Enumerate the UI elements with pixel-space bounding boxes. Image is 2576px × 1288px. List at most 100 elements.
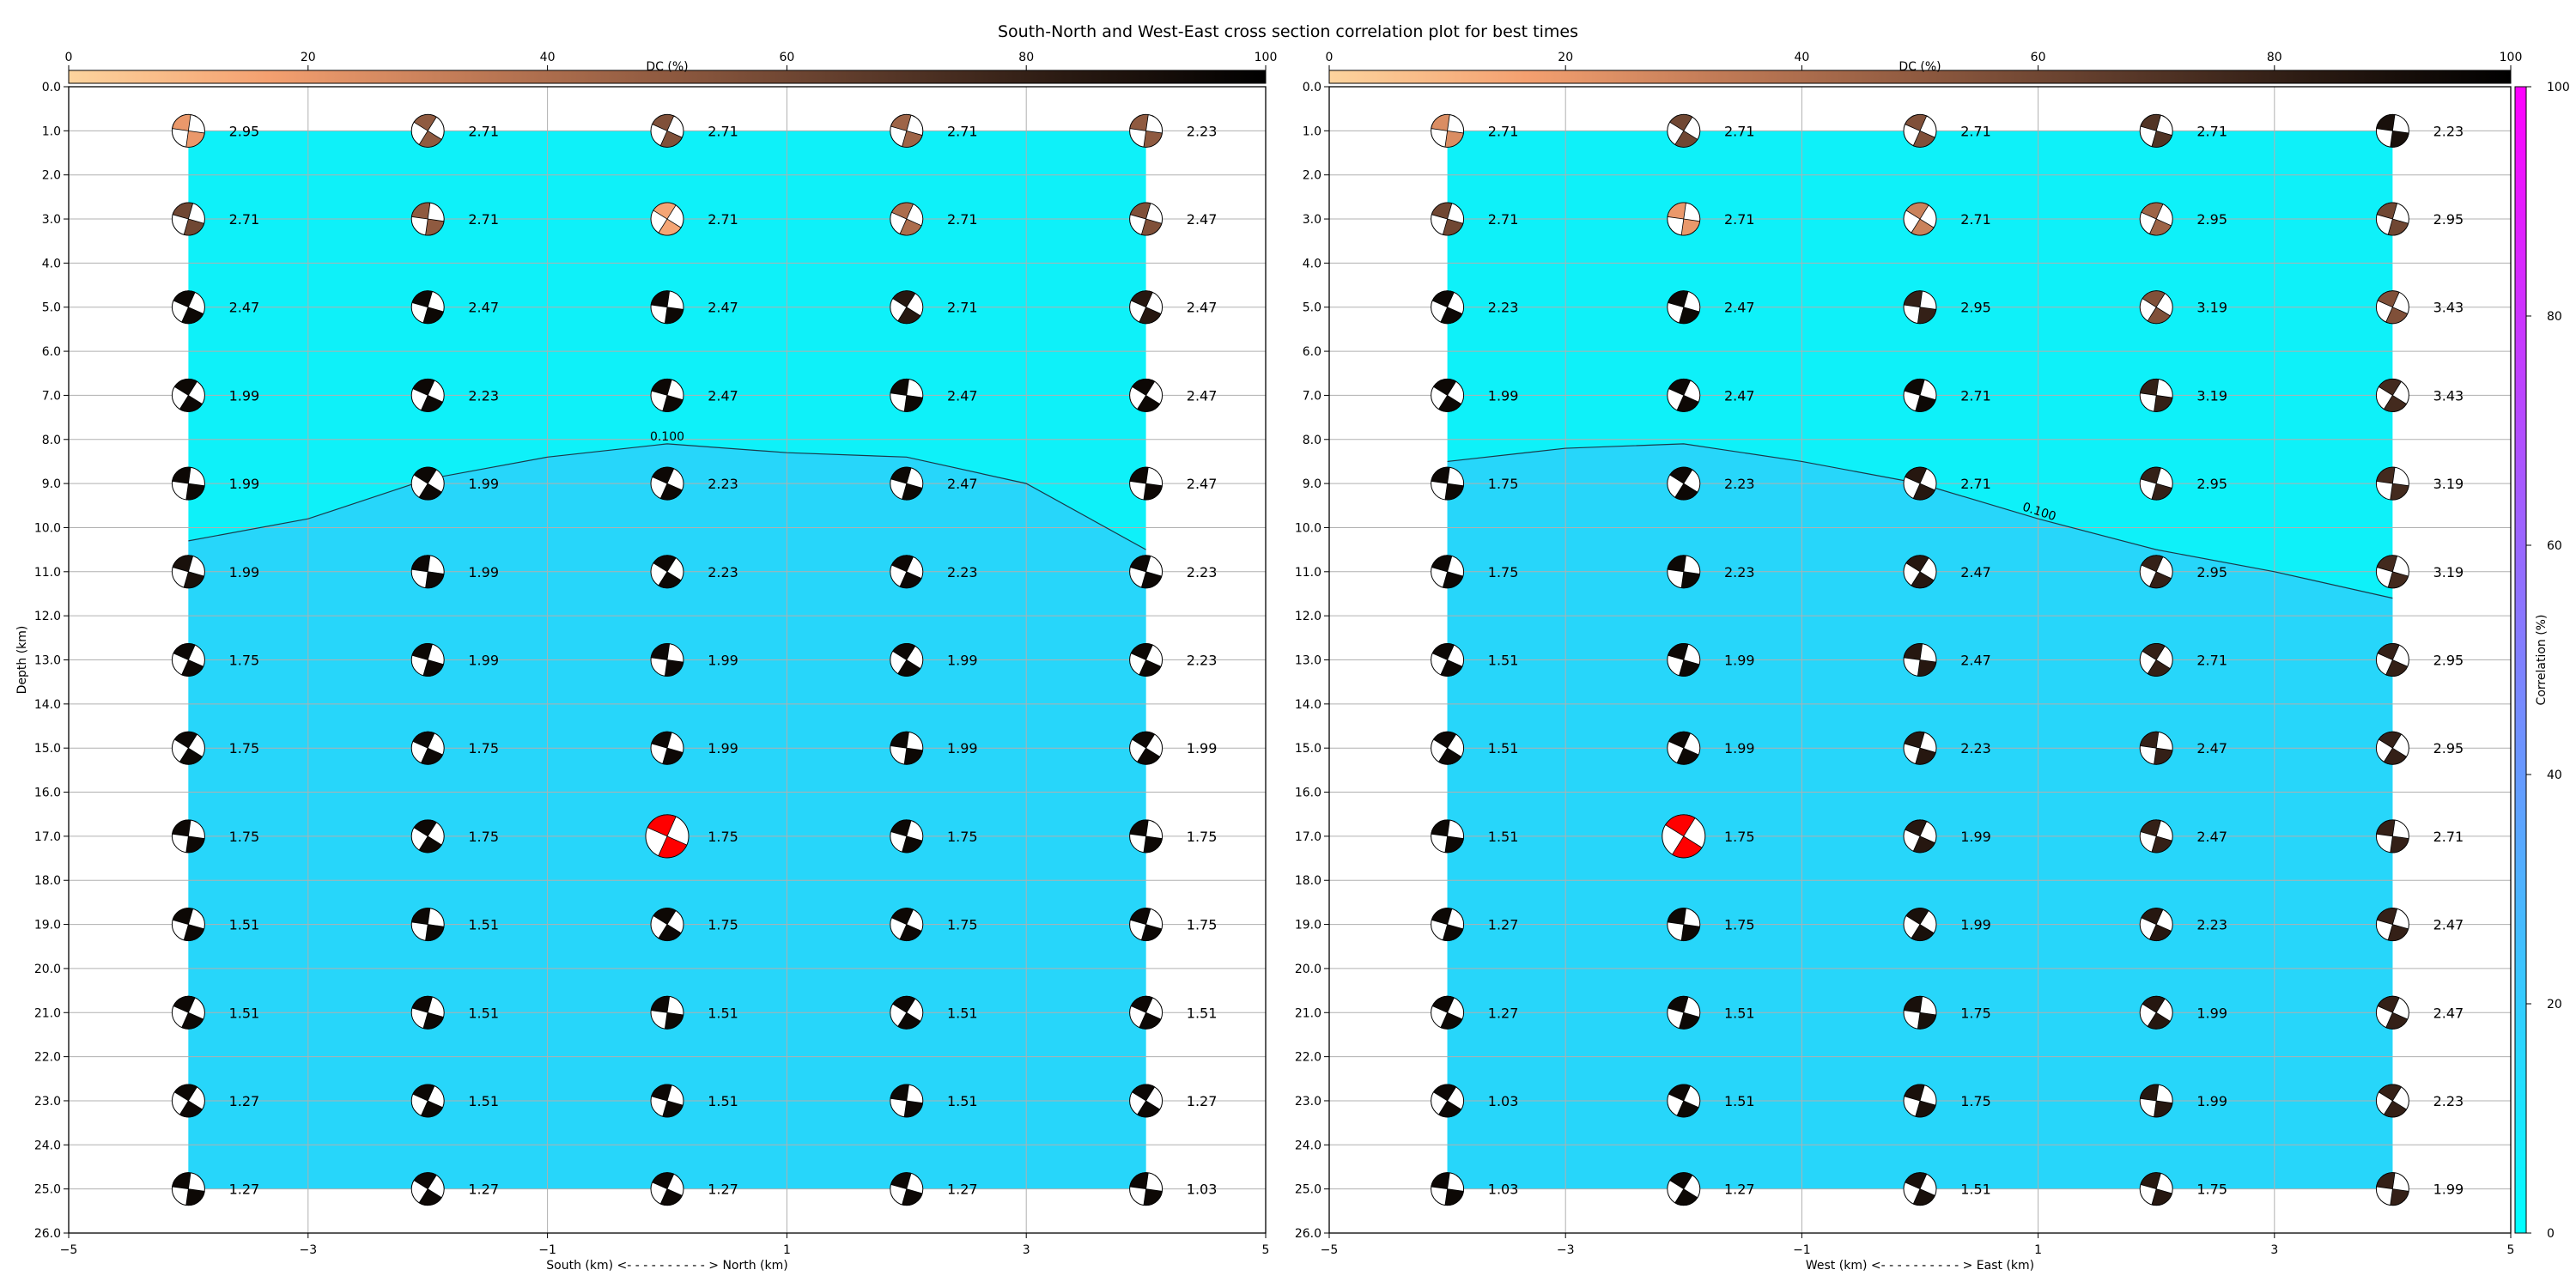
magnitude-value: 1.27 bbox=[229, 1182, 260, 1198]
dc-tick-label: 100 bbox=[2500, 51, 2523, 64]
beachball-quadrant bbox=[172, 113, 191, 131]
focal-mechanism-beachball bbox=[410, 731, 445, 765]
magnitude-value: 1.51 bbox=[229, 1005, 260, 1021]
magnitude-value: 2.23 bbox=[947, 564, 978, 580]
magnitude-value: 1.27 bbox=[1488, 1005, 1519, 1021]
beachball-quadrant bbox=[412, 1084, 435, 1102]
beachball-quadrant bbox=[181, 307, 204, 325]
magnitude-value: 1.75 bbox=[1724, 917, 1755, 933]
y-tick-label: 10.0 bbox=[1295, 521, 1321, 535]
y-tick-label: 12.0 bbox=[34, 610, 61, 623]
beachball-quadrant bbox=[1437, 747, 1462, 765]
beachball-quadrant bbox=[662, 394, 683, 412]
magnitude-value: 2.71 bbox=[2433, 829, 2464, 845]
beachball-quadrant bbox=[897, 1012, 921, 1030]
beachball-quadrant bbox=[1131, 731, 1156, 749]
beachball-quadrant bbox=[650, 995, 671, 1013]
y-tick-label: 22.0 bbox=[1295, 1051, 1321, 1065]
focal-mechanism-beachball bbox=[1667, 113, 1701, 148]
magnitude-value: 1.99 bbox=[1724, 740, 1755, 756]
focal-mechanism-beachball bbox=[1903, 731, 1937, 765]
focal-mechanism-beachball bbox=[1903, 819, 1937, 854]
magnitude-value: 2.71 bbox=[708, 123, 738, 139]
beachball-quadrant bbox=[899, 924, 922, 941]
focal-mechanism-beachball bbox=[171, 908, 205, 942]
beachball-quadrant bbox=[890, 819, 912, 837]
dc-colorbar-label: DC (%) bbox=[646, 60, 688, 74]
beachball-quadrant bbox=[1667, 555, 1686, 573]
magnitude-value: 3.43 bbox=[2433, 387, 2464, 404]
beachball-quadrant bbox=[651, 731, 672, 749]
beachball-quadrant bbox=[2376, 555, 2398, 573]
y-tick-label: 23.0 bbox=[34, 1095, 61, 1109]
y-tick-label: 21.0 bbox=[1295, 1006, 1321, 1020]
magnitude-value: 2.95 bbox=[2433, 211, 2464, 228]
focal-mechanism-beachball bbox=[1667, 466, 1701, 501]
focal-mechanism-beachball bbox=[171, 643, 205, 677]
magnitude-value: 1.75 bbox=[1488, 564, 1519, 580]
focal-mechanism-beachball bbox=[2375, 643, 2409, 677]
magnitude-value: 1.51 bbox=[1488, 829, 1519, 845]
focal-mechanism-beachball bbox=[1431, 113, 1465, 148]
focal-mechanism-beachball bbox=[650, 555, 684, 589]
y-tick-label: 23.0 bbox=[1295, 1095, 1321, 1109]
x-tick-label: −5 bbox=[1321, 1243, 1339, 1257]
y-tick-label: 1.0 bbox=[1303, 125, 1321, 138]
focal-mechanism-beachball bbox=[410, 202, 445, 236]
dc-tick-label: 40 bbox=[1794, 51, 1809, 64]
y-tick-label: 17.0 bbox=[34, 830, 61, 844]
magnitude-value: 1.51 bbox=[1724, 1005, 1755, 1021]
magnitude-value: 2.71 bbox=[947, 211, 978, 228]
beachball-quadrant bbox=[1917, 307, 1937, 325]
magnitude-value: 2.47 bbox=[468, 300, 499, 316]
magnitude-value: 1.75 bbox=[229, 740, 260, 756]
focal-mechanism-beachball bbox=[1903, 290, 1937, 325]
beachball-quadrant bbox=[890, 113, 912, 131]
beachball-quadrant bbox=[1139, 659, 1162, 677]
beachball-quadrant bbox=[420, 1100, 444, 1118]
focal-mechanism-beachball bbox=[2375, 731, 2409, 765]
beachball-quadrant bbox=[1432, 379, 1457, 396]
beachball-quadrant bbox=[1917, 1012, 1937, 1030]
beachball-quadrant bbox=[1915, 1100, 1936, 1118]
beachball-quadrant bbox=[173, 290, 196, 308]
focal-mechanism-beachball bbox=[410, 908, 445, 942]
y-tick-label: 1.0 bbox=[42, 125, 61, 138]
y-tick-label: 22.0 bbox=[34, 1051, 61, 1065]
magnitude-value: 2.71 bbox=[229, 211, 260, 228]
magnitude-value: 2.71 bbox=[947, 300, 978, 316]
y-tick-label: 15.0 bbox=[1295, 742, 1321, 756]
beachball-quadrant bbox=[2378, 379, 2403, 396]
focal-mechanism-beachball bbox=[2139, 995, 2173, 1030]
y-tick-label: 3.0 bbox=[42, 213, 61, 227]
beachball-quadrant bbox=[2148, 924, 2172, 941]
y-tick-label: 24.0 bbox=[1295, 1139, 1321, 1152]
beachball-quadrant bbox=[1676, 747, 1699, 765]
beachball-quadrant bbox=[172, 202, 194, 220]
panel-south-north: 0 20 40 60 80 100 DC (%) 0.100 0.0 1.0 2.0 3.0 4.0 5.… bbox=[15, 51, 1277, 1273]
magnitude-value: 2.71 bbox=[468, 211, 499, 228]
focal-mechanism-beachball bbox=[1129, 113, 1163, 148]
beachball-quadrant bbox=[2385, 307, 2409, 325]
beachball-quadrant bbox=[1431, 643, 1455, 661]
magnitude-value: 2.23 bbox=[2196, 917, 2227, 933]
magnitude-value: 2.47 bbox=[947, 476, 978, 492]
focal-mechanism-beachball bbox=[1667, 202, 1701, 236]
x-tick-label: 3 bbox=[1023, 1243, 1030, 1257]
focal-mechanism-beachball bbox=[1129, 731, 1163, 765]
x-axis-label: West (km) <- - - - - - - - - - > East (k… bbox=[1806, 1259, 2034, 1273]
beachball-quadrant bbox=[2383, 747, 2408, 765]
magnitude-value: 3.19 bbox=[2433, 476, 2464, 492]
focal-mechanism-beachball bbox=[890, 555, 924, 589]
beachball-quadrant bbox=[173, 731, 198, 749]
magnitude-value: 2.47 bbox=[1960, 564, 1991, 580]
beachball-quadrant bbox=[903, 1100, 924, 1118]
focal-mechanism-beachball bbox=[171, 290, 205, 325]
focal-mechanism-beachball bbox=[1431, 908, 1465, 942]
magnitude-value: 2.47 bbox=[1724, 300, 1755, 316]
y-tick-label: 14.0 bbox=[34, 698, 61, 712]
beachball-quadrant bbox=[1140, 924, 1163, 941]
magnitude-value: 1.51 bbox=[1488, 653, 1519, 669]
beachball-quadrant bbox=[1674, 1188, 1698, 1206]
dc-tick-label: 0 bbox=[1326, 51, 1334, 64]
